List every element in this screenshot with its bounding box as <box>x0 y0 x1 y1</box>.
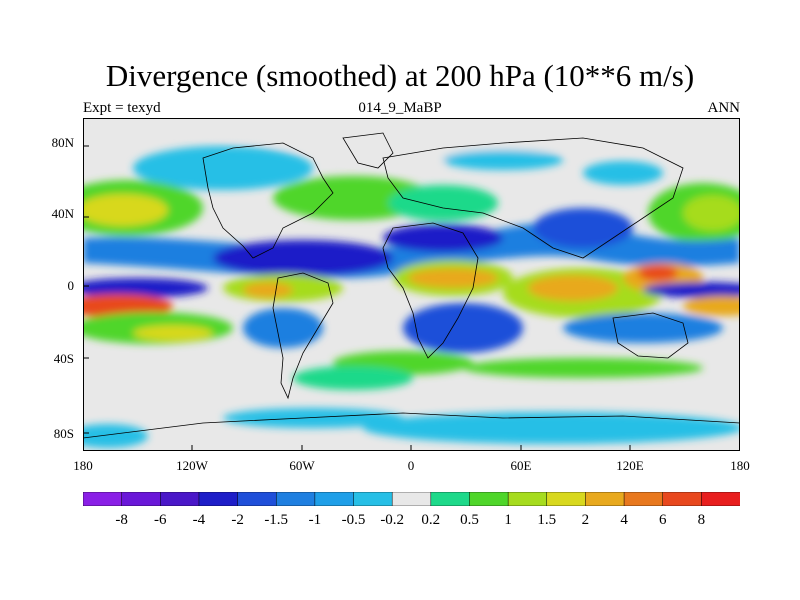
south-america-outline <box>272 272 334 400</box>
colorbar-tick-label: 1 <box>504 512 512 528</box>
lon-label-180w: 180 <box>73 458 93 473</box>
page-title: Divergence (smoothed) at 200 hPa (10**6 … <box>105 58 695 93</box>
colorbar-tick-label: -0.2 <box>380 512 405 528</box>
eurasia-outline <box>382 137 684 259</box>
antarctica-outline <box>83 412 740 439</box>
land-outlines <box>83 132 740 439</box>
colorbar-swatch <box>237 492 277 506</box>
colorbar-swatch <box>160 492 200 506</box>
africa-outline <box>382 222 479 359</box>
colorbar-tick-label: 4 <box>620 512 628 528</box>
colorbar-tick-label: -6 <box>154 512 167 528</box>
lat-label-80n: 80N <box>51 135 74 150</box>
season-label: ANN <box>707 100 741 116</box>
divergence-field <box>83 118 740 448</box>
colorbar-swatch <box>701 492 740 506</box>
case-label: 014_9_MaBP <box>358 100 442 116</box>
lon-label-180e: 180 <box>730 458 750 473</box>
colorbar-swatch <box>275 492 316 506</box>
colorbar-tick-label: 8 <box>697 512 706 528</box>
lat-label-eq: 0 <box>67 278 75 293</box>
colorbar-swatch <box>83 492 123 506</box>
colorbar-tick-label: -0.5 <box>341 512 366 528</box>
colorbar-tick-label: -1.5 <box>264 512 289 528</box>
lon-label-60w: 60W <box>289 458 315 473</box>
colorbar-swatch <box>121 492 161 506</box>
colorbar-swatch <box>391 492 432 506</box>
divergence-map <box>83 118 740 451</box>
colorbar-swatch <box>507 492 548 506</box>
lon-label-60e: 60E <box>510 458 532 473</box>
colorbar-tick-label: -1 <box>308 512 322 528</box>
colorbar-swatch <box>585 492 625 506</box>
colorbar-tick-label: 6 <box>658 512 667 528</box>
colorbar-tick-label: -8 <box>115 512 128 528</box>
greenland-outline <box>342 132 394 169</box>
colorbar-swatch <box>469 492 509 506</box>
lon-label-0: 0 <box>407 458 415 473</box>
colorbar-tick-label: 2 <box>581 512 590 528</box>
colorbar-tick-label: 1.5 <box>537 512 557 528</box>
colorbar-swatch <box>623 492 664 506</box>
colorbar-tick-label: -2 <box>231 512 244 528</box>
colorbar-swatch <box>314 492 355 506</box>
australia-outline <box>612 312 689 359</box>
lon-label-120e: 120E <box>616 458 644 473</box>
colorbar-swatch <box>662 492 702 506</box>
colorbar-swatch <box>430 492 471 506</box>
colorbar-tick-label: 0.5 <box>460 512 479 528</box>
experiment-label: Expt = texyd <box>83 100 161 116</box>
north-america-outline <box>202 142 334 259</box>
arctic-band <box>83 118 740 165</box>
colorbar-tick-label: -4 <box>192 512 206 528</box>
lat-label-40s: 40S <box>53 351 74 366</box>
lon-label-120w: 120W <box>176 458 208 473</box>
lat-label-80s: 80S <box>53 426 74 441</box>
map-ticks <box>83 145 631 451</box>
colorbar <box>83 492 740 506</box>
colorbar-swatch <box>353 492 393 506</box>
colorbar-swatch <box>198 492 239 506</box>
colorbar-swatch <box>546 492 586 506</box>
lat-label-40n: 40N <box>51 206 74 221</box>
colorbar-tick-label: 0.2 <box>421 512 441 528</box>
